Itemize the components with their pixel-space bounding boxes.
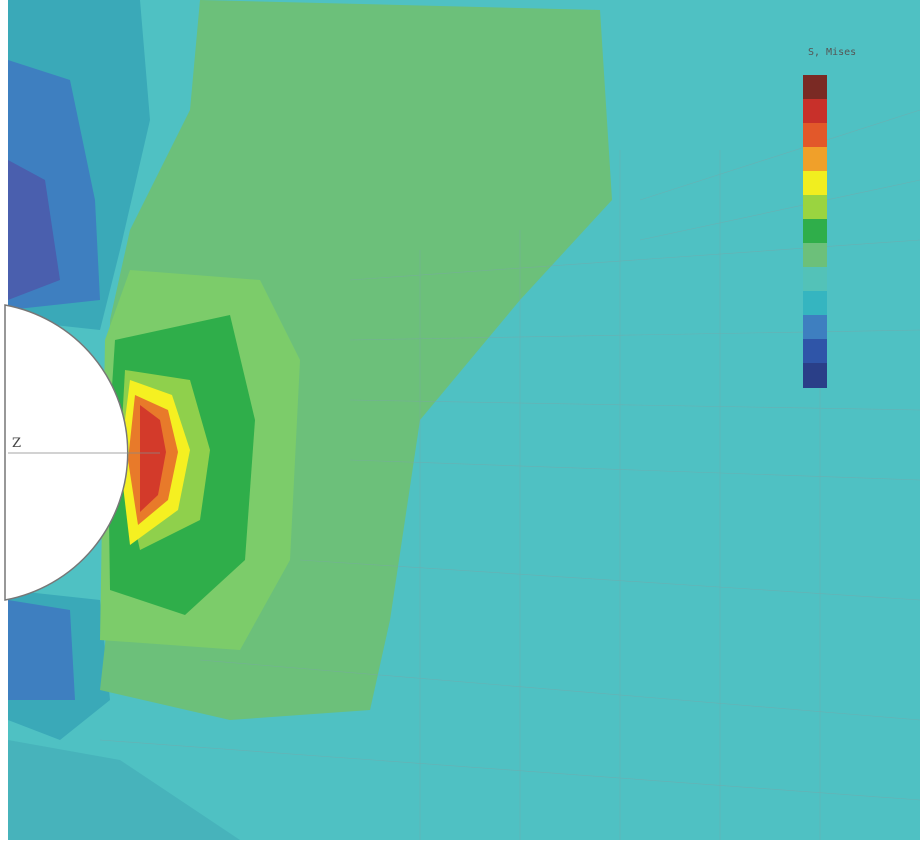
legend-colorbar	[803, 75, 827, 388]
axis-label: Z	[12, 436, 21, 451]
page: {"legend": {"title": "S, Mises"}, "axis"…	[0, 0, 922, 850]
legend-title: S, Mises	[808, 47, 856, 58]
contour-plot: Z S, Mises	[0, 0, 922, 850]
contour-band	[8, 600, 75, 700]
